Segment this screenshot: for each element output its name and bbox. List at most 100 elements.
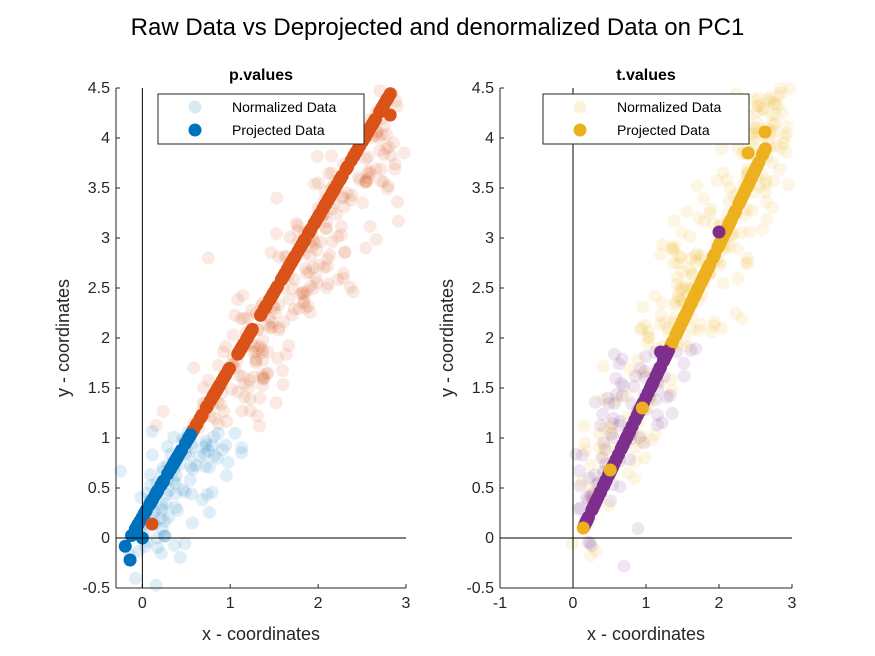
normalized-point <box>198 440 212 454</box>
normalized-point <box>272 323 286 337</box>
normalized-point <box>361 150 375 164</box>
normalized-point <box>336 271 350 285</box>
normalized-point <box>265 316 279 330</box>
normalized-point <box>287 272 301 286</box>
normalized-point <box>359 174 373 188</box>
normalized-point <box>185 516 199 530</box>
normalized-point <box>325 235 339 249</box>
normalized-point <box>323 248 337 262</box>
projected-point <box>131 518 145 532</box>
normalized-point <box>684 343 698 357</box>
normalized-point <box>256 379 270 393</box>
y-tick-label: 0 <box>485 530 494 547</box>
x-tick-label: 1 <box>226 595 235 612</box>
projected-point <box>364 120 378 134</box>
normalized-point <box>206 438 220 452</box>
normalized-point <box>776 136 790 150</box>
normalized-point <box>760 212 774 226</box>
normalized-point <box>303 305 317 319</box>
normalized-point <box>765 200 779 214</box>
normalized-point <box>310 243 324 257</box>
normalized-point <box>325 149 339 163</box>
normalized-point <box>250 409 264 423</box>
normalized-point <box>602 397 616 411</box>
normalized-point <box>689 255 703 269</box>
projected-point <box>123 553 137 567</box>
y-tick-label: 4.5 <box>472 80 494 97</box>
normalized-point <box>594 419 608 433</box>
normalized-point <box>189 459 203 473</box>
projected-point <box>654 345 668 359</box>
normalized-point <box>593 427 607 441</box>
normalized-point <box>716 166 730 180</box>
normalized-point <box>256 343 270 357</box>
normalized-point <box>238 390 252 404</box>
normalized-point <box>236 370 250 384</box>
normalized-point <box>747 92 761 106</box>
y-tick-label: -0.5 <box>466 580 494 597</box>
plot-right-ylabel: y - coordinates <box>437 279 457 397</box>
normalized-point <box>310 150 324 164</box>
normalized-point <box>753 179 767 193</box>
normalized-point <box>667 298 681 312</box>
normalized-point <box>614 376 628 390</box>
normalized-point <box>596 436 610 450</box>
normalized-point <box>747 121 761 135</box>
normalized-point <box>144 468 158 482</box>
normalized-point <box>768 107 782 121</box>
projected-point <box>212 379 226 393</box>
normalized-point <box>602 499 616 513</box>
normalized-point <box>637 436 651 450</box>
normalized-point <box>627 380 641 394</box>
normalized-point <box>242 379 256 393</box>
normalized-point <box>219 438 233 452</box>
normalized-point <box>617 559 631 573</box>
normalized-point <box>572 502 586 516</box>
normalized-point <box>631 352 645 366</box>
normalized-point <box>253 339 267 353</box>
normalized-point <box>629 369 643 383</box>
normalized-point <box>294 287 308 301</box>
normalized-point <box>374 174 388 188</box>
normalized-point <box>198 459 212 473</box>
normalized-point <box>197 381 211 395</box>
normalized-point <box>310 276 324 290</box>
normalized-point <box>573 501 587 515</box>
normalized-point <box>627 471 641 485</box>
y-tick-label: 4.5 <box>88 80 110 97</box>
normalized-point <box>246 345 260 359</box>
normalized-point <box>236 289 250 303</box>
normalized-point <box>578 436 592 450</box>
normalized-point <box>607 412 621 426</box>
normalized-point <box>597 439 611 453</box>
normalized-point <box>306 261 320 275</box>
projected-point <box>327 183 341 197</box>
y-tick-label: 1.5 <box>472 380 494 397</box>
plot-left-legend: Normalized Data Projected Data <box>157 93 365 145</box>
normalized-point <box>271 351 285 365</box>
normalized-point <box>158 529 172 543</box>
normalized-point <box>653 247 667 261</box>
plot-right-title: t.values <box>616 67 676 84</box>
normalized-point <box>178 537 192 551</box>
normalized-point <box>668 295 682 309</box>
normalized-point <box>297 286 311 300</box>
normalized-point <box>675 281 689 295</box>
normalized-point <box>282 292 296 306</box>
normalized-point <box>184 460 198 474</box>
normalized-point <box>673 293 687 307</box>
normalized-point <box>765 156 779 170</box>
projected-point <box>650 368 664 382</box>
normalized-point <box>261 318 275 332</box>
normalized-point <box>297 296 311 310</box>
normalized-point <box>578 443 592 457</box>
normalized-point <box>653 317 667 331</box>
normalized-point <box>683 229 697 243</box>
normalized-point <box>145 424 159 438</box>
y-tick-label: 3.5 <box>472 180 494 197</box>
normalized-point <box>202 460 216 474</box>
normalized-point <box>240 311 254 325</box>
projected-point <box>596 479 610 493</box>
normalized-point <box>235 446 249 460</box>
normalized-point <box>671 256 685 270</box>
